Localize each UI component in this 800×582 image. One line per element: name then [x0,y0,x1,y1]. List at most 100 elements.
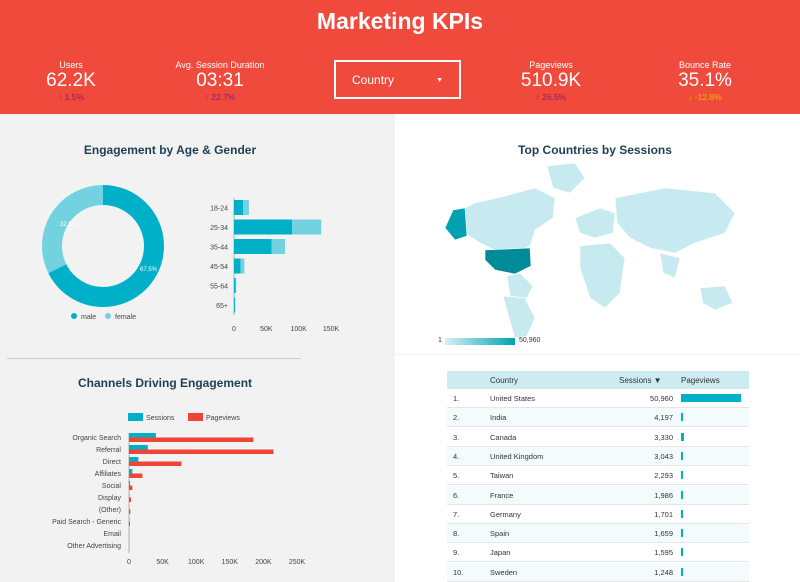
age-bar-25-34-male [234,219,293,235]
table-row[interactable]: 9. Japan 1,595 [447,543,749,563]
channel-x-tick-label: 50K [156,559,169,566]
channel-bar-Pageviews [129,509,131,514]
row-sessions: 2,293 [654,471,673,481]
alaska-shape [444,207,468,241]
kpi-label: Avg. Session Duration [175,60,265,70]
table-row[interactable]: 5. Taiwan 2,293 [447,466,749,486]
legend-dot-male [71,313,77,319]
kpi-delta: ↑ 22.7% [204,92,236,102]
table-panel [395,355,800,582]
channel-bar-Pageviews [129,461,182,466]
channel-legend-label: Pageviews [206,415,240,422]
channels-chart: Sessions Pageviews Organic Search Referral D… [52,413,306,566]
channel-bar-Pageviews [129,449,274,454]
row-pageviews-bar [681,490,683,499]
channel-tick-label: Direct [103,459,121,466]
row-number: 5. [453,471,460,481]
map-legend-min: 1 [438,337,442,344]
table-row[interactable]: 4. United Kingdom 3,043 [447,446,749,466]
table-row[interactable]: 10. Sweden 1,248 [447,562,749,582]
channel-bar-Sessions [129,445,148,450]
header-country[interactable]: Country [490,376,519,385]
row-country: India [490,413,507,423]
channel-x-tick-label: 250K [289,559,306,566]
row-sessions: 1,595 [654,548,673,558]
row-country: United States [490,394,536,403]
kpi-value: 62.2K [46,70,96,91]
table-row[interactable]: 8. Spain 1,659 [447,524,749,544]
row-pageviews-bar [681,451,683,460]
age-bar-55-64-male [234,278,236,293]
channel-x-tick-label: 150K [222,559,239,566]
channel-bar-Sessions [129,457,139,462]
channel-tick-label: Organic Search [72,435,121,442]
canada-shape [454,187,556,254]
age-tick-label: 25-34 [210,225,228,232]
channel-tick-label: Paid Search - Generic [52,519,121,526]
channel-bar-Sessions [129,481,131,486]
header-pageviews[interactable]: Pageviews [681,376,720,385]
kpi-value: 35.1% [678,70,732,91]
channel-bar-Pageviews [129,437,254,442]
row-number: 2. [453,413,460,423]
table-row[interactable]: 6. France 1,986 [447,485,749,505]
india-shape [659,252,681,279]
row-number: 10. [453,567,464,577]
kpi-delta: ↑ 1.5% [58,92,84,102]
channel-bar-Pageviews [129,521,131,526]
kpi-pageviews[interactable]: Pageviews 510.9K ↑ 26.5% [491,60,611,102]
age-bar-18-24-female [243,200,249,215]
age-x-tick-label: 100K [290,326,307,333]
table-row[interactable]: 2. India 4,197 [447,408,749,428]
row-sessions: 4,197 [654,413,673,423]
row-pageviews-bar [681,471,683,480]
kpi-delta: ↑ 26.5% [535,92,567,102]
age-tick-label: 55-64 [210,284,228,291]
kpi-delta: ↓ -12.8% [688,92,722,102]
channel-bar-Pageviews [129,473,143,478]
age-bar-35-44-male [234,239,272,254]
kpi-bounce-rate[interactable]: Bounce Rate 35.1% ↓ -12.8% [645,60,765,102]
row-number: 3. [453,432,460,442]
table-row[interactable]: 3. Canada 3,330 [447,428,749,447]
channel-legend-swatch-Pageviews [188,413,203,421]
row-number: 8. [453,529,460,539]
age-bar-45-54-male [234,258,241,274]
channel-x-tick-label: 0 [127,559,131,566]
donut-label-male: 67.5% [140,267,158,273]
usa-shape [484,247,532,275]
row-country: Taiwan [490,471,514,481]
row-country: Germany [490,509,521,519]
country-filter-dropdown[interactable]: Country ▼ [334,60,461,99]
table-header: Country Sessions ▼ Pageviews [447,371,749,389]
row-number: 4. [453,451,460,461]
age-x-tick-label: 150K [323,326,340,333]
kpi-label: Pageviews [529,60,573,70]
central-south-shape [506,272,534,299]
legend-dot-female [105,313,111,319]
divider [7,358,301,359]
channel-x-tick-label: 100K [188,559,205,566]
kpi-label: Bounce Rate [678,60,732,70]
header-sessions[interactable]: Sessions ▼ [619,376,662,385]
engagement-charts: 32.5% 67.5% male female 18-24 25-34 35-44 45-5… [42,185,339,333]
row-pageviews-bar [681,413,684,422]
kpi-avg-session-duration[interactable]: Avg. Session Duration 03:31 ↑ 22.7% [160,60,280,102]
kpi-users[interactable]: Users 62.2K ↑ 1.5% [11,60,131,102]
legend-label-male: male [81,314,96,321]
map-title: Top Countries by Sessions [518,143,672,157]
channel-bar-Sessions [129,469,133,474]
table-row[interactable]: 7. Germany 1,701 [447,505,749,524]
row-country: Sweden [490,567,518,577]
europe-shape [574,207,616,239]
age-bar-chart: 18-24 25-34 35-44 45-54 55-64 65+ 0 50K 100K 150K [210,198,339,333]
world-map[interactable] [435,158,750,338]
channel-tick-label: Other Advertising [67,543,121,550]
age-bar-25-34-female [292,219,322,235]
australia-shape [699,285,734,311]
age-x-tick-label: 0 [232,326,236,333]
south-america-shape [502,295,536,338]
table-row[interactable]: 1. United States 50,960 [447,389,749,408]
kpi-value: 03:31 [196,70,244,91]
row-number: 9. [453,548,460,558]
